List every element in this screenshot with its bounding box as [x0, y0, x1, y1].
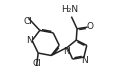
Text: O: O [86, 22, 93, 31]
Text: N: N [81, 56, 88, 65]
Text: N: N [26, 36, 33, 45]
Text: Cl: Cl [33, 59, 41, 68]
Text: H₂N: H₂N [61, 5, 78, 14]
Text: N: N [63, 47, 70, 56]
Text: Cl: Cl [23, 17, 32, 26]
